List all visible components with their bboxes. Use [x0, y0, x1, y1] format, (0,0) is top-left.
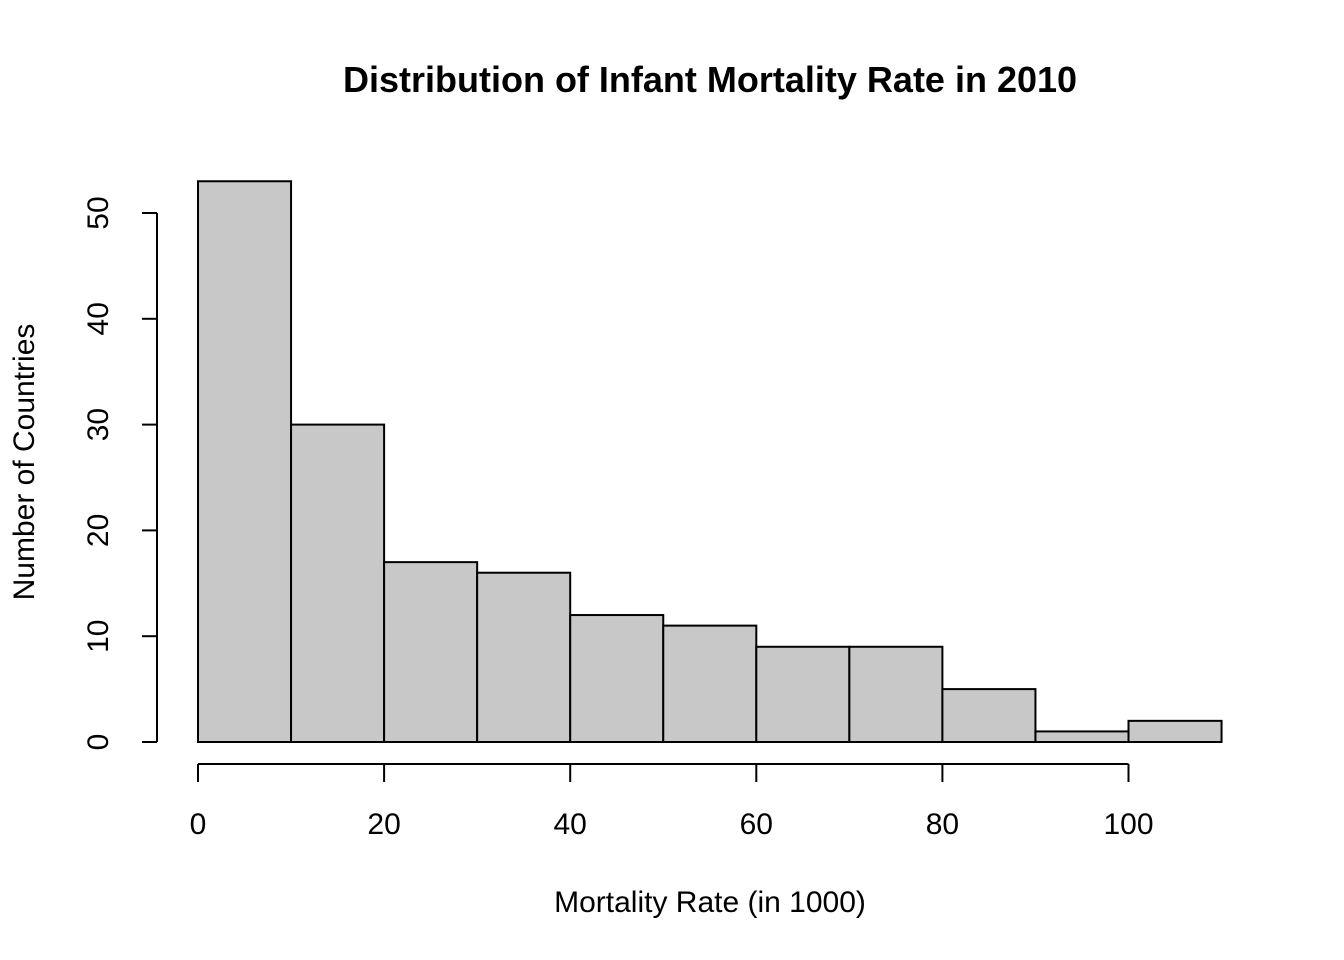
bar-40-50 — [569, 614, 665, 743]
y-tick-label-10: 10 — [82, 620, 115, 653]
y-tick-label-0: 0 — [82, 734, 115, 751]
x-tick-label-100: 100 — [1103, 808, 1153, 841]
x-tick-label-60: 60 — [740, 808, 773, 841]
x-tick-label-80: 80 — [926, 808, 959, 841]
bar-60-70 — [755, 645, 851, 744]
bar-80-90 — [941, 688, 1037, 743]
chart-title: Distribution of Infant Mortality Rate in… — [343, 59, 1077, 100]
bars-group — [197, 180, 1223, 744]
bar-0-10 — [197, 180, 293, 743]
x-tick-label-40: 40 — [554, 808, 587, 841]
y-tick-label-20: 20 — [82, 514, 115, 547]
bar-30-40 — [476, 571, 572, 743]
x-axis: 0 20 40 60 80 100 — [190, 763, 1154, 841]
bar-50-60 — [662, 624, 758, 743]
x-tick-label-20: 20 — [367, 808, 400, 841]
y-axis-label: Number of Countries — [8, 324, 41, 601]
bar-10-20 — [290, 423, 386, 743]
y-tick-label-50: 50 — [82, 196, 115, 229]
x-axis-label: Mortality Rate (in 1000) — [554, 886, 866, 919]
y-tick-label-40: 40 — [82, 302, 115, 335]
x-tick-label-0: 0 — [190, 808, 207, 841]
bar-100-110 — [1127, 719, 1223, 744]
y-axis: 0 10 20 30 40 50 — [82, 196, 158, 751]
bar-70-80 — [848, 645, 944, 744]
bar-20-30 — [383, 561, 479, 744]
y-tick-label-30: 30 — [82, 408, 115, 441]
bar-90-100 — [1034, 730, 1130, 743]
